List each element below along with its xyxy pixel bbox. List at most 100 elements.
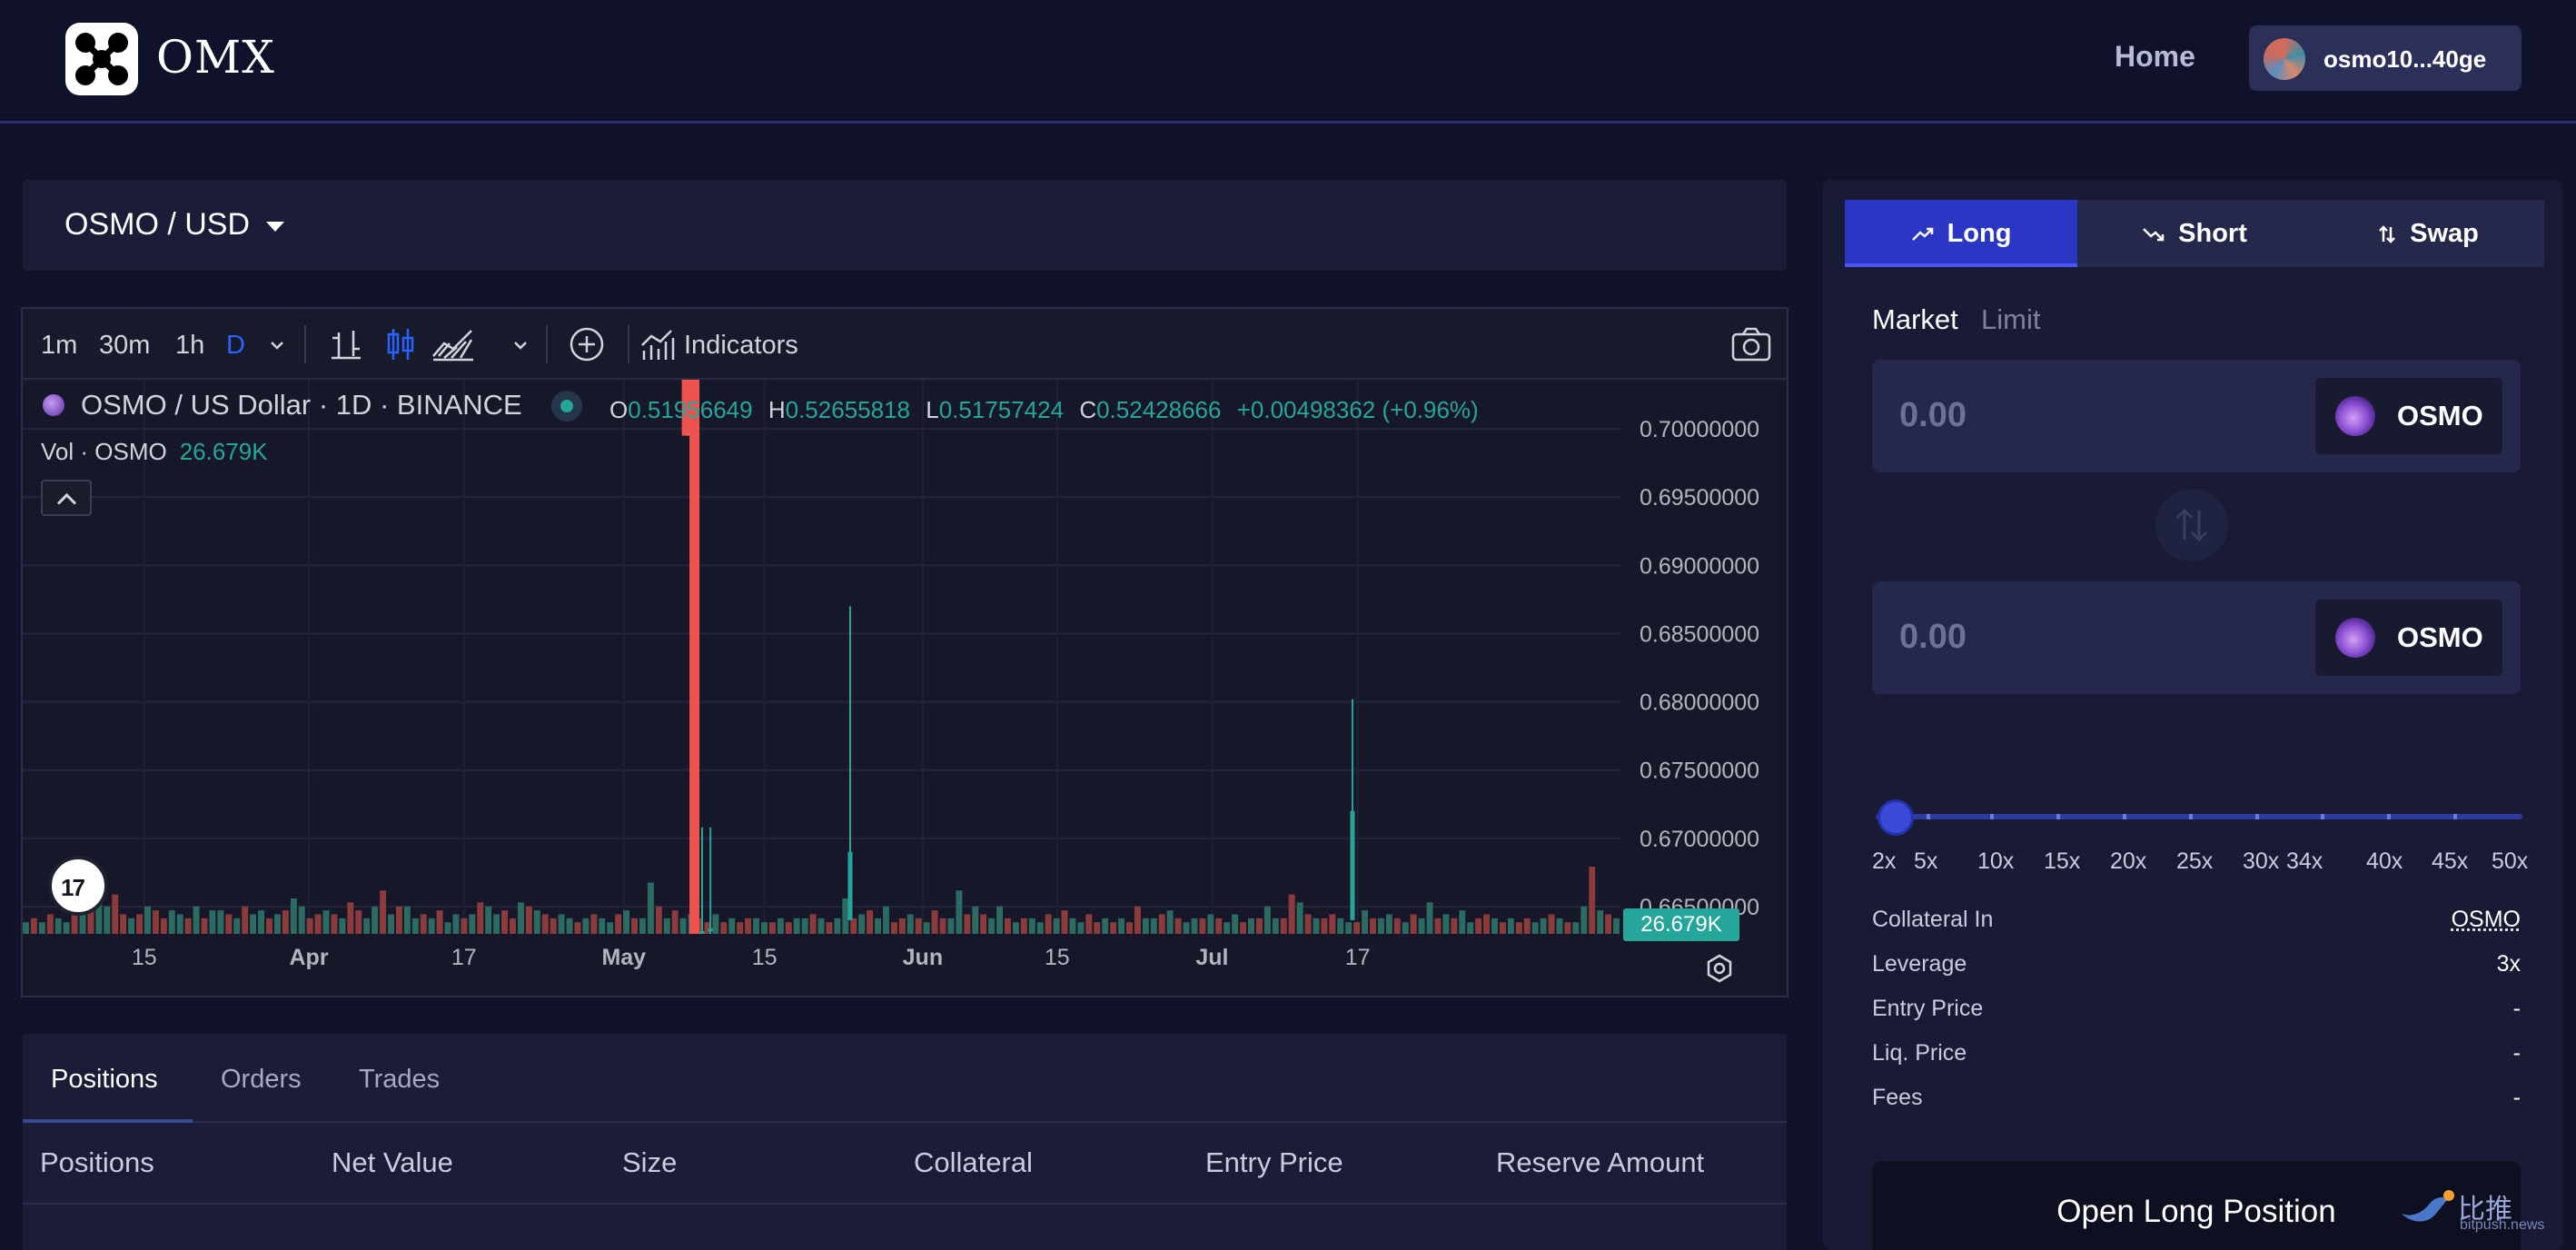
switch-tokens-button[interactable] bbox=[2155, 489, 2228, 561]
volume-bar bbox=[282, 910, 289, 934]
volume-bar bbox=[655, 906, 662, 934]
volume-bar bbox=[1329, 914, 1336, 934]
timeframe-d[interactable]: D bbox=[226, 331, 245, 360]
low-key: L bbox=[926, 396, 939, 423]
collateral-token-value[interactable]: OSMO bbox=[2451, 907, 2521, 932]
chevron-down-icon[interactable] bbox=[511, 336, 530, 354]
tab-trades[interactable]: Trades bbox=[359, 1065, 441, 1094]
add-compare-icon[interactable] bbox=[568, 325, 606, 363]
tab-long[interactable]: Long bbox=[1845, 200, 2077, 267]
swap-vertical-icon bbox=[2175, 508, 2208, 542]
volume-bar bbox=[372, 906, 379, 934]
leverage-slider-track[interactable] bbox=[1876, 814, 2522, 819]
leverage-mark-45x[interactable]: 45x bbox=[2432, 848, 2469, 874]
leverage-mark-2x[interactable]: 2x bbox=[1872, 848, 1897, 874]
low-value: 0.51757424 bbox=[938, 396, 1065, 423]
x-tick-label: Jun bbox=[903, 945, 943, 970]
volume-bar bbox=[225, 914, 233, 934]
order-type-market[interactable]: Market bbox=[1872, 303, 1958, 335]
leverage-mark-20x[interactable]: 20x bbox=[2110, 848, 2147, 874]
volume-bar bbox=[923, 922, 930, 934]
volume-bar bbox=[1061, 910, 1068, 934]
timeframe-1m[interactable]: 1m bbox=[41, 331, 78, 360]
pair-selector[interactable]: OSMO / USD bbox=[64, 207, 251, 242]
volume-bar bbox=[988, 918, 996, 934]
symbol-title[interactable]: OSMO / US Dollar · 1D · BINANCE bbox=[81, 389, 522, 421]
volume-bar bbox=[1207, 914, 1214, 934]
volume-bar bbox=[54, 918, 62, 934]
tradingview-logo-icon[interactable]: 17 bbox=[48, 856, 108, 916]
timeframe-30m[interactable]: 30m bbox=[99, 331, 151, 360]
volume-bar bbox=[273, 914, 281, 934]
brand-name[interactable]: OMX bbox=[156, 31, 275, 84]
volume-bar bbox=[314, 914, 322, 934]
leverage-mark-10x[interactable]: 10x bbox=[1977, 848, 2015, 874]
candles-chart-type-icon[interactable] bbox=[382, 325, 419, 363]
volume-bar bbox=[671, 910, 679, 934]
volume-bar bbox=[931, 910, 938, 934]
leverage-mark-25x[interactable]: 25x bbox=[2176, 848, 2214, 874]
volume-bar bbox=[23, 922, 29, 934]
omx-logo-icon[interactable] bbox=[65, 23, 138, 95]
volume-bar bbox=[1288, 894, 1295, 934]
leverage-mark-30x[interactable]: 30x bbox=[2243, 848, 2280, 874]
volume-bar bbox=[152, 910, 159, 934]
volume-bar bbox=[363, 918, 371, 934]
caret-down-icon[interactable] bbox=[266, 222, 284, 232]
timeframe-1h[interactable]: 1h bbox=[175, 331, 205, 360]
pay-amount-input[interactable] bbox=[1899, 392, 2244, 438]
indicators-button[interactable]: Indicators bbox=[684, 331, 798, 360]
area-chart-type-icon[interactable] bbox=[430, 325, 477, 363]
volume-bar bbox=[1158, 914, 1165, 934]
market-status-icon[interactable] bbox=[551, 391, 582, 422]
volume-bar bbox=[1362, 910, 1369, 934]
volume-bar bbox=[1491, 918, 1498, 934]
volume-bar bbox=[785, 922, 792, 934]
leverage-slider-thumb[interactable] bbox=[1878, 799, 1914, 836]
leverage-mark-15x[interactable]: 15x bbox=[2044, 848, 2081, 874]
volume-bar bbox=[623, 910, 630, 934]
slider-mark bbox=[1990, 814, 1994, 819]
tab-orders[interactable]: Orders bbox=[221, 1065, 302, 1094]
volume-bar bbox=[1410, 914, 1417, 934]
volume-bar bbox=[258, 910, 265, 934]
receive-amount-box: OSMO bbox=[1872, 581, 2521, 694]
order-type-limit[interactable]: Limit bbox=[1981, 303, 2041, 335]
receive-token-selector[interactable]: OSMO bbox=[2315, 600, 2502, 676]
legend-collapse-button[interactable] bbox=[41, 480, 92, 516]
x-tick-label: 15 bbox=[752, 945, 778, 970]
leverage-mark-40x[interactable]: 40x bbox=[2366, 848, 2403, 874]
indicators-icon[interactable] bbox=[639, 325, 677, 363]
info-label: Collateral In bbox=[1872, 907, 1994, 932]
wallet-address: osmo10...40ge bbox=[2323, 45, 2487, 73]
leverage-mark-34x[interactable]: 34x bbox=[2286, 848, 2323, 874]
tab-swap[interactable]: Swap bbox=[2312, 200, 2544, 267]
info-label: Leverage bbox=[1872, 951, 1967, 977]
volume-bar bbox=[1166, 910, 1174, 934]
pay-token-selector[interactable]: OSMO bbox=[2315, 378, 2502, 454]
receive-amount-input[interactable] bbox=[1899, 614, 2244, 660]
volume-bar bbox=[1069, 918, 1076, 934]
chart-svg[interactable]: 0.70000000 0.69500000 0.69000000 0.68500000… bbox=[23, 380, 1787, 997]
pair-selector-bar: OSMO / USD bbox=[23, 180, 1787, 271]
volume-bar bbox=[517, 902, 524, 934]
leverage-mark-50x[interactable]: 50x bbox=[2492, 848, 2529, 874]
volume-bar bbox=[1045, 914, 1052, 934]
settings-gear-icon[interactable] bbox=[1703, 952, 1736, 985]
tab-swap-label: Swap bbox=[2410, 219, 2479, 248]
bar-chart-type-icon[interactable] bbox=[328, 327, 364, 363]
chevron-down-icon[interactable] bbox=[268, 336, 286, 354]
volume-bar bbox=[112, 894, 119, 934]
tab-positions[interactable]: Positions bbox=[51, 1065, 158, 1094]
leverage-mark-5x[interactable]: 5x bbox=[1914, 848, 1938, 874]
volume-bar bbox=[737, 922, 744, 934]
nav-home-link[interactable]: Home bbox=[2115, 40, 2195, 73]
camera-icon[interactable] bbox=[1730, 325, 1772, 363]
volume-bar bbox=[972, 906, 979, 934]
tab-short[interactable]: Short bbox=[2078, 200, 2311, 267]
candle-body bbox=[689, 380, 700, 934]
chart-canvas[interactable]: 0.70000000 0.69500000 0.69000000 0.68500000… bbox=[23, 380, 1787, 997]
open-long-position-button[interactable]: Open Long Position bbox=[1872, 1161, 2521, 1250]
volume-bar bbox=[477, 902, 484, 934]
wallet-button[interactable]: osmo10...40ge bbox=[2249, 25, 2522, 91]
